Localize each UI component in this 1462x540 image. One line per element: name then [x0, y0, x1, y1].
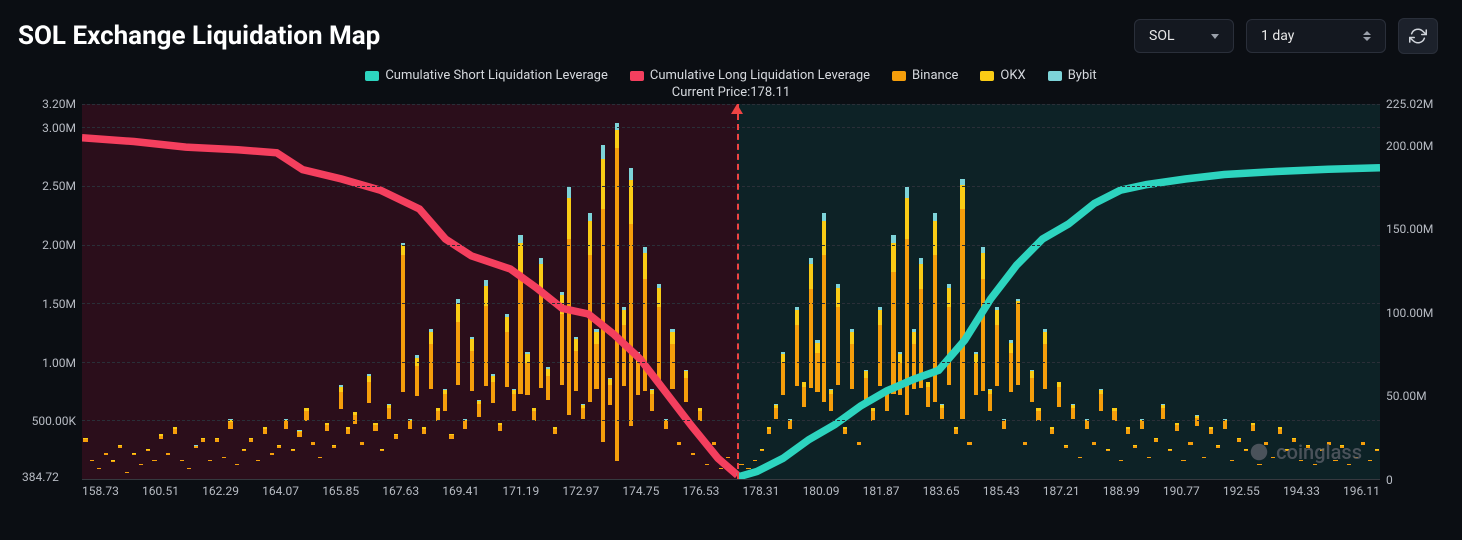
legend-item[interactable]: Binance	[892, 68, 958, 83]
short-line	[737, 168, 1380, 477]
y-axis-left: 3.20M3.00M2.50M2.00M1.50M1.00M500.00K	[18, 104, 76, 480]
y-left-tick: 2.00M	[42, 239, 76, 251]
lines-layer	[82, 104, 1380, 479]
x-tick: 187.21	[1043, 484, 1080, 504]
legend-item[interactable]: OKX	[980, 68, 1025, 83]
chart: 3.20M3.00M2.50M2.00M1.50M1.00M500.00K 22…	[18, 104, 1444, 504]
gridline	[82, 303, 1380, 304]
y-right-tick: 0	[1386, 474, 1393, 486]
current-price-label: Current Price:178.11	[0, 85, 1462, 100]
gridline	[82, 186, 1380, 187]
y-right-tick: 100.00M	[1386, 307, 1433, 319]
x-tick: 183.65	[923, 484, 960, 504]
x-tick: 167.63	[382, 484, 419, 504]
legend-swatch	[630, 71, 644, 81]
x-tick: 194.33	[1283, 484, 1320, 504]
legend-item[interactable]: Bybit	[1048, 68, 1097, 83]
x-tick: 178.31	[743, 484, 780, 504]
x-tick: 190.77	[1163, 484, 1200, 504]
legend-label: Binance	[912, 68, 958, 83]
y-left-tick: 3.20M	[42, 98, 76, 110]
asset-select[interactable]: SOL	[1134, 19, 1234, 53]
x-tick: 181.87	[863, 484, 900, 504]
x-tick: 192.55	[1223, 484, 1260, 504]
y-left-tick: 3.00M	[42, 122, 76, 134]
y-right-tick: 225.02M	[1386, 98, 1433, 110]
x-tick: 180.09	[803, 484, 840, 504]
y-right-tick: 200.00M	[1386, 140, 1433, 152]
plot-area[interactable]	[82, 104, 1380, 480]
legend-label: OKX	[1000, 68, 1025, 83]
x-tick: 188.99	[1103, 484, 1140, 504]
x-tick: 171.19	[502, 484, 539, 504]
x-tick: 160.51	[142, 484, 179, 504]
x-tick: 176.53	[682, 484, 719, 504]
x-tick: 185.43	[983, 484, 1020, 504]
y-left-tick: 1.00M	[42, 357, 76, 369]
long-line	[82, 138, 737, 476]
chevron-down-icon	[1211, 34, 1219, 39]
header: SOL Exchange Liquidation Map SOL 1 day	[0, 0, 1462, 54]
legend: Cumulative Short Liquidation Leverage Cum…	[0, 68, 1462, 83]
arrow-up-icon	[731, 104, 743, 114]
y-left-tick: 1.50M	[42, 298, 76, 310]
watermark: coinglass	[1248, 440, 1362, 464]
x-tick: 164.07	[262, 484, 299, 504]
page-title: SOL Exchange Liquidation Map	[18, 21, 380, 51]
y-left-tick: 2.50M	[42, 180, 76, 192]
refresh-icon	[1409, 27, 1427, 45]
gridline	[82, 362, 1380, 363]
x-tick: 165.85	[322, 484, 359, 504]
legend-swatch	[892, 71, 906, 81]
gridline	[82, 245, 1380, 246]
legend-item[interactable]: Cumulative Long Liquidation Leverage	[630, 68, 870, 83]
x-tick: 172.97	[562, 484, 599, 504]
legend-swatch	[1048, 71, 1062, 81]
legend-swatch	[365, 71, 379, 81]
x-tick: 169.41	[442, 484, 479, 504]
x-tick: 196.11	[1343, 484, 1380, 504]
x-tick: 162.29	[202, 484, 239, 504]
legend-item[interactable]: Cumulative Short Liquidation Leverage	[365, 68, 608, 83]
legend-label: Cumulative Long Liquidation Leverage	[650, 68, 870, 83]
current-price-line	[737, 104, 739, 479]
asset-select-value: SOL	[1149, 28, 1174, 44]
range-select[interactable]: 1 day	[1246, 19, 1386, 53]
controls: SOL 1 day	[1134, 18, 1438, 54]
y-right-tick: 50.00M	[1386, 390, 1427, 402]
y-left-min-label: 384.72	[22, 470, 59, 484]
range-select-value: 1 day	[1261, 28, 1294, 44]
y-right-tick: 150.00M	[1386, 223, 1433, 235]
gridline	[82, 127, 1380, 128]
legend-label: Cumulative Short Liquidation Leverage	[385, 68, 608, 83]
x-axis: 158.73 160.51 162.29 164.07 165.85 167.63 169.…	[82, 484, 1380, 504]
x-tick: 158.73	[82, 484, 119, 504]
y-left-tick: 500.00K	[32, 415, 76, 427]
legend-label: Bybit	[1068, 68, 1097, 83]
gridline	[82, 420, 1380, 421]
y-axis-right: 225.02M200.00M150.00M100.00M50.00M0	[1386, 104, 1444, 480]
legend-swatch	[980, 71, 994, 81]
sort-icon	[1363, 31, 1371, 41]
refresh-button[interactable]	[1398, 18, 1438, 54]
x-tick: 174.75	[622, 484, 659, 504]
